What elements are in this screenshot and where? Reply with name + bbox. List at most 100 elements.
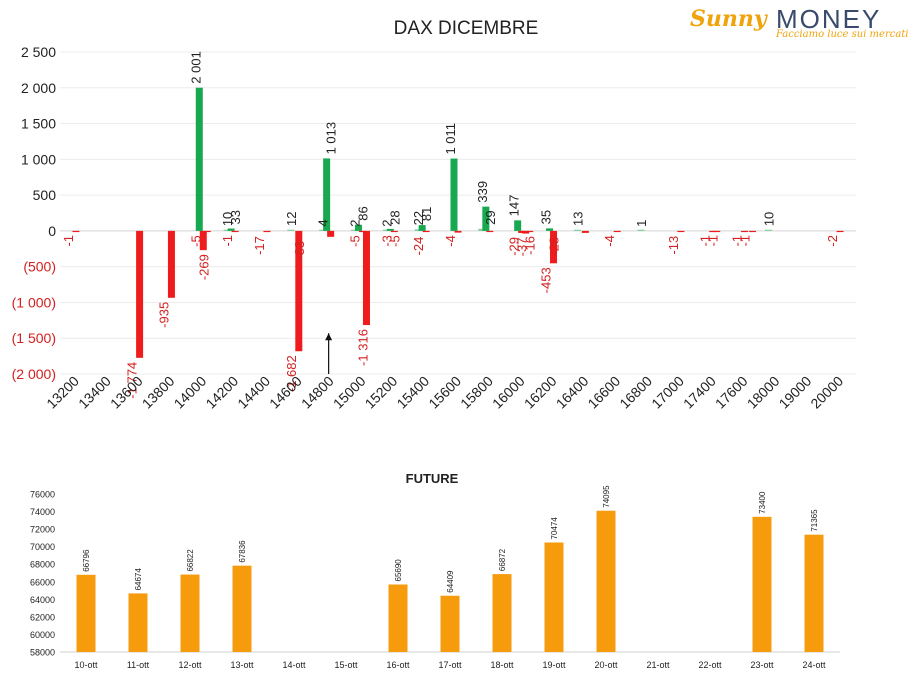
future-data-label: 64409 xyxy=(446,570,455,593)
dax-bar xyxy=(263,230,271,233)
logo-tagline: Facciamo luce sui mercati xyxy=(776,29,909,40)
dax-bar xyxy=(295,230,303,352)
future-bar xyxy=(76,574,96,652)
data-label: -37 xyxy=(515,238,530,257)
y-tick-label: (500) xyxy=(23,259,56,275)
data-label: 2 xyxy=(379,220,394,227)
x-tick-label: 16800 xyxy=(616,373,655,412)
future-bar xyxy=(752,516,772,652)
data-label: 1 013 xyxy=(324,122,339,155)
future-y-tick-label: 66000 xyxy=(30,577,55,587)
dax-bar xyxy=(486,230,494,233)
logo-brand-second: MONEY xyxy=(776,4,882,34)
data-label: -29 xyxy=(507,237,522,256)
x-tick-label: 13400 xyxy=(75,373,114,412)
dax-bar xyxy=(741,230,749,233)
dax-bar xyxy=(749,230,757,233)
dax-bar xyxy=(386,228,394,231)
arrow-head-icon xyxy=(325,333,333,341)
dax-bar xyxy=(203,230,211,233)
data-label: 2 xyxy=(347,220,362,227)
future-y-tick-label: 76000 xyxy=(30,490,55,500)
y-tick-label: 500 xyxy=(33,187,57,203)
dax-bar xyxy=(414,229,422,231)
x-tick-label: 15000 xyxy=(330,373,369,412)
future-data-label: 64674 xyxy=(134,568,143,591)
data-label: -24 xyxy=(411,237,426,256)
x-tick-label: 14800 xyxy=(298,373,337,412)
x-tick-label: 20000 xyxy=(807,373,846,412)
future-x-tick-label: 20-ott xyxy=(594,660,618,670)
future-x-tick-label: 16-ott xyxy=(386,660,410,670)
x-tick-label: 17400 xyxy=(680,373,719,412)
logo-brand-first: Sunny xyxy=(690,6,767,32)
x-tick-label: 14200 xyxy=(202,373,241,412)
future-data-label: 74095 xyxy=(602,485,611,508)
future-data-label: 66796 xyxy=(82,549,91,572)
future-y-tick-label: 72000 xyxy=(30,525,55,535)
y-tick-label: 1 500 xyxy=(21,116,56,132)
y-tick-label: 1 000 xyxy=(21,151,56,167)
future-x-tick-label: 24-ott xyxy=(802,660,826,670)
data-label: 86 xyxy=(355,206,370,220)
data-label: 12 xyxy=(284,212,299,226)
future-y-tick-label: 58000 xyxy=(30,648,55,658)
future-bar xyxy=(128,593,148,652)
dax-bar xyxy=(350,229,358,231)
data-label: -4 xyxy=(443,235,458,247)
dax-bar xyxy=(518,230,526,233)
future-x-tick-label: 23-ott xyxy=(750,660,774,670)
future-bar xyxy=(492,574,512,652)
dax-bar xyxy=(637,229,645,231)
future-bar xyxy=(232,565,252,652)
x-tick-label: 17600 xyxy=(712,373,751,412)
data-label: -5 xyxy=(188,235,203,247)
data-label: 22 xyxy=(411,211,426,225)
data-label: 1 011 xyxy=(443,123,458,155)
x-tick-label: 16000 xyxy=(489,373,528,412)
dax-bar xyxy=(713,230,721,233)
future-x-tick-label: 22-ott xyxy=(698,660,722,670)
sunny-money-logo: Sunny MONEY Facciamo luce sui mercati xyxy=(690,4,909,40)
data-label: -17 xyxy=(252,236,267,255)
x-tick-label: 16600 xyxy=(584,373,623,412)
dax-bar xyxy=(482,206,490,231)
y-tick-label: 2 500 xyxy=(21,44,56,60)
data-label: -269 xyxy=(196,254,211,280)
data-label: -1 xyxy=(730,235,745,247)
data-label: 10 xyxy=(761,212,776,226)
y-tick-label: (2 000) xyxy=(12,366,56,382)
data-label: -1 xyxy=(706,235,721,247)
future-x-tick-label: 10-ott xyxy=(74,660,98,670)
future-x-tick-label: 15-ott xyxy=(334,660,358,670)
data-label: -1 682 xyxy=(284,355,299,392)
dax-bar xyxy=(390,230,398,233)
x-tick-label: 15800 xyxy=(457,373,496,412)
future-chart-title: FUTURE xyxy=(406,471,459,486)
data-label: 147 xyxy=(507,195,522,217)
dax-bar xyxy=(677,230,685,233)
dax-bar xyxy=(231,230,239,233)
data-label: -5 xyxy=(347,235,362,247)
dax-bar xyxy=(546,228,554,231)
data-label: 2 001 xyxy=(188,51,203,84)
dax-bar xyxy=(418,225,426,231)
future-data-label: 65690 xyxy=(394,559,403,582)
x-tick-label: 16200 xyxy=(521,373,560,412)
dax-bar xyxy=(836,230,844,233)
dax-bar xyxy=(362,230,370,326)
data-label: -28 xyxy=(547,237,562,256)
future-y-tick-label: 70000 xyxy=(30,542,55,552)
data-label: -1 xyxy=(220,235,235,247)
dax-bar xyxy=(227,228,235,231)
future-data-label: 67836 xyxy=(238,540,247,563)
dax-bar xyxy=(323,158,331,231)
data-label: 29 xyxy=(483,210,498,224)
future-data-label: 71365 xyxy=(810,509,819,532)
data-label: 81 xyxy=(419,207,434,221)
x-tick-label: 19000 xyxy=(776,373,815,412)
dax-bar xyxy=(195,87,203,231)
data-label: -1 774 xyxy=(125,362,140,399)
